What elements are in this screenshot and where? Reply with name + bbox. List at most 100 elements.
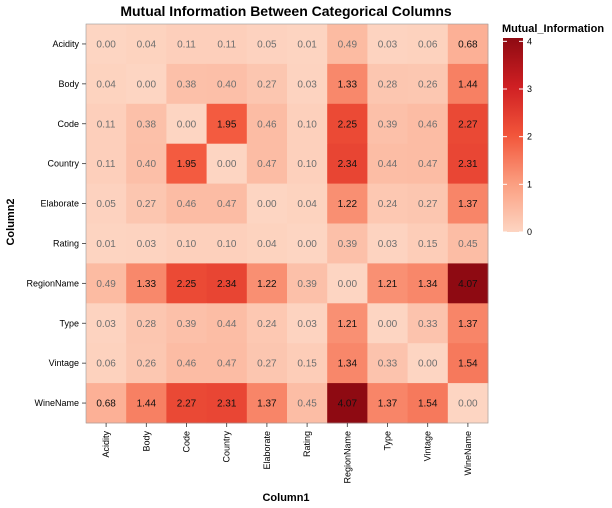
heatmap-cell: [126, 263, 167, 304]
heatmap-cell: [126, 303, 167, 344]
heatmap-cell: [327, 24, 368, 65]
heatmap-cell: [407, 383, 449, 424]
cell-value-label: 0.00: [418, 359, 438, 370]
heatmap-cell: [246, 143, 288, 184]
heatmap-cell: [407, 183, 449, 224]
cell-value-label: 0.39: [177, 319, 197, 330]
cell-value-label: 2.31: [217, 399, 237, 410]
heatmap-cell: [327, 143, 368, 184]
cell-value-label: 2.31: [458, 159, 478, 170]
x-tick-label: Body: [141, 431, 151, 452]
x-tick-label: WineName: [463, 431, 473, 476]
heatmap-cell: [447, 263, 489, 304]
cell-value-label: 0.11: [97, 159, 116, 170]
cell-value-label: 0.01: [96, 239, 116, 250]
heatmap-cell: [206, 24, 248, 65]
heatmap-cell: [166, 263, 207, 304]
cell-value-label: 0.11: [177, 39, 196, 50]
cell-value-label: 1.54: [418, 399, 438, 410]
heatmap-cell: [287, 143, 328, 184]
y-tick-label: Elaborate: [40, 199, 79, 209]
heatmap-cell: [86, 183, 127, 224]
cell-value-label: 0.27: [257, 79, 277, 90]
heatmap-cell: [126, 24, 167, 65]
heatmap-cell: [166, 103, 207, 145]
cell-value-label: 0.27: [137, 199, 157, 210]
heatmap-cell: [287, 63, 328, 105]
cell-value-label: 0.45: [458, 239, 478, 250]
cell-value-label: 1.22: [257, 279, 277, 290]
heatmap-cells: 0.00 0.04 0.11 0.11 0.05 0.01 0.49 0.03 0.06 0.68…: [85, 23, 489, 424]
colorbar-gradient: [503, 38, 523, 232]
cell-value-label: 0.46: [418, 119, 438, 130]
x-tick-label: RegionName: [342, 431, 352, 484]
cell-value-label: 1.37: [378, 399, 398, 410]
cell-value-label: 0.04: [257, 239, 277, 250]
cell-value-label: 0.46: [177, 359, 197, 370]
cell-value-label: 0.40: [137, 159, 157, 170]
y-tick-label: RegionName: [26, 278, 79, 288]
cell-value-label: 1.54: [458, 359, 478, 370]
heatmap-cell: [447, 143, 489, 184]
cell-value-label: 0.04: [137, 39, 157, 50]
heatmap-cell: [126, 383, 167, 424]
heatmap-cell: [367, 303, 408, 344]
cell-value-label: 0.11: [97, 119, 116, 130]
heatmap-cell: [407, 303, 449, 344]
heatmap-cell: [206, 263, 248, 304]
cell-value-label: 0.03: [378, 39, 398, 50]
x-tick-label: Acidity: [101, 431, 111, 458]
cell-value-label: 1.37: [257, 399, 277, 410]
heatmap-cell: [287, 263, 328, 304]
heatmap-cell: [327, 263, 368, 304]
heatmap-cell: [287, 383, 328, 424]
heatmap-cell: [407, 143, 449, 184]
cell-value-label: 2.34: [217, 279, 237, 290]
colorbar-tick-label: 2: [527, 132, 532, 142]
cell-value-label: 0.00: [257, 199, 277, 210]
heatmap-cell: [86, 63, 127, 105]
cell-value-label: 0.46: [257, 119, 277, 130]
cell-value-label: 1.21: [338, 319, 358, 330]
heatmap-cell: [206, 383, 248, 424]
y-tick-label: WineName: [34, 398, 79, 408]
cell-value-label: 0.00: [96, 39, 116, 50]
cell-value-label: 1.95: [217, 119, 237, 130]
cell-value-label: 1.44: [458, 79, 478, 90]
y-tick-label: Country: [47, 159, 79, 169]
heatmap-cell: [327, 383, 368, 424]
heatmap-cell: [447, 183, 489, 224]
heatmap-cell: [206, 143, 248, 184]
x-tick-label: Code: [182, 431, 192, 453]
cell-value-label: 1.37: [458, 319, 478, 330]
heatmap-cell: [447, 383, 489, 424]
cell-value-label: 0.24: [257, 319, 277, 330]
heatmap-cell: [86, 24, 127, 65]
cell-value-label: 0.03: [378, 239, 398, 250]
heatmap-cell: [327, 223, 368, 264]
heatmap-cell: [287, 103, 328, 145]
cell-value-label: 0.47: [257, 159, 277, 170]
heatmap-cell: [166, 24, 207, 65]
cell-value-label: 0.47: [418, 159, 438, 170]
cell-value-label: 0.04: [297, 199, 317, 210]
cell-value-label: 0.00: [378, 319, 398, 330]
heatmap-cell: [166, 383, 207, 424]
heatmap-cell: [126, 103, 167, 145]
heatmap-cell: [86, 143, 127, 184]
x-tick-label: Type: [383, 431, 393, 451]
cell-value-label: 1.21: [378, 279, 398, 290]
y-tick-label: Vintage: [49, 358, 79, 368]
cell-value-label: 0.00: [217, 159, 237, 170]
heatmap-cell: [327, 303, 368, 344]
heatmap-cell: [246, 303, 288, 344]
heatmap-cell: [206, 63, 248, 105]
heatmap-cell: [246, 63, 288, 105]
cell-value-label: 0.38: [137, 119, 157, 130]
heatmap-cell: [86, 263, 127, 304]
heatmap-cell: [206, 303, 248, 344]
heatmap-cell: [246, 183, 288, 224]
heatmap-cell: [327, 63, 368, 105]
y-tick-label: Acidity: [52, 39, 79, 49]
cell-value-label: 1.44: [137, 399, 157, 410]
